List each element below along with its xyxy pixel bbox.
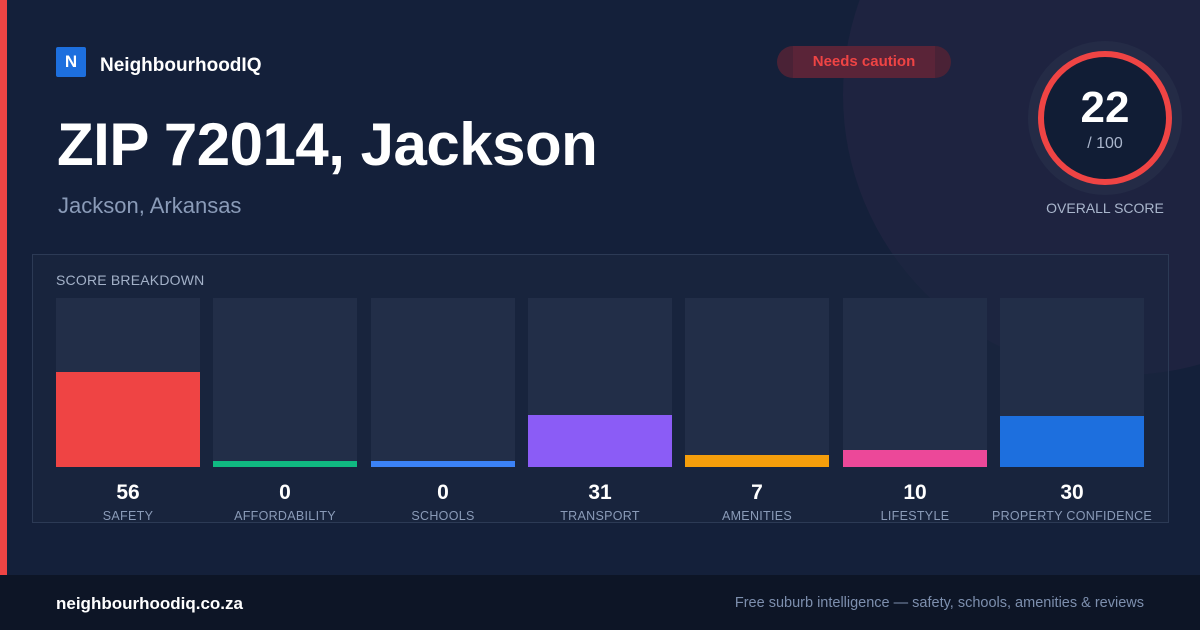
bar-value: 0 [279, 481, 291, 504]
bar-label: LIFESTYLE [880, 509, 950, 523]
bar-value: 7 [751, 481, 763, 504]
footer: neighbourhoodiq.co.za Free suburb intell… [0, 575, 1200, 630]
hero-card: N NeighbourhoodIQ Needs caution ZIP 7201… [0, 0, 1182, 575]
score-bar-affordability: 0 AFFORDABILITY [213, 298, 357, 523]
bar-fill [528, 415, 672, 467]
bar-track [213, 298, 357, 467]
bar-value: 56 [116, 481, 140, 504]
score-bar-amenities: 7 AMENITIES [685, 298, 829, 523]
bar-label: TRANSPORT [560, 509, 640, 523]
page-subtitle: Jackson, Arkansas [58, 193, 242, 218]
score-breakdown-title: SCORE BREAKDOWN [56, 272, 205, 288]
score-bar-transport: 31 TRANSPORT [528, 298, 672, 523]
bar-label: AMENITIES [721, 509, 793, 523]
bar-value: 31 [588, 481, 612, 504]
brand-name: NeighbourhoodIQ [100, 55, 262, 76]
bar-fill [213, 461, 357, 467]
bar-fill [56, 372, 200, 467]
overall-score-caption: OVERALL SCORE [1046, 200, 1164, 216]
overall-score-value: 22 [1080, 83, 1130, 132]
brand[interactable]: N NeighbourhoodIQ [56, 46, 261, 78]
footer-domain-link[interactable]: neighbourhoodiq.co.za [56, 594, 243, 613]
overall-score-max: / 100 [1087, 135, 1123, 152]
bar-track [371, 298, 515, 467]
bar-fill [371, 461, 515, 467]
score-bar-lifestyle: 10 LIFESTYLE [843, 298, 987, 523]
brand-logo-icon: N [56, 47, 86, 77]
footer-tagline: Free suburb intelligence — safety, schoo… [734, 595, 1144, 611]
bar-fill [685, 455, 829, 467]
score-ring-inner: 22 / 100 [1038, 51, 1172, 185]
score-bar-safety: 56 SAFETY [56, 298, 200, 523]
status-badge-label: Needs caution [812, 53, 916, 70]
score-breakdown-panel: SCORE BREAKDOWN 56 SAFETY 0 AFFORDABILITY 0 S… [32, 254, 1169, 523]
score-bar-schools: 0 SCHOOLS [371, 298, 515, 523]
bar-track [843, 298, 987, 467]
bar-track [528, 298, 672, 467]
page-title: ZIP 72014, Jackson [57, 111, 598, 178]
accent-stripe [0, 0, 7, 575]
status-badge: Needs caution [777, 46, 951, 78]
bar-fill [843, 450, 987, 467]
bar-fill [1000, 416, 1144, 467]
bar-label: SCHOOLS [411, 509, 475, 523]
bar-value: 30 [1060, 481, 1084, 504]
overall-score-ring: 22 / 100 [1028, 41, 1182, 195]
bar-track [1000, 298, 1144, 467]
bar-track [56, 298, 200, 467]
bar-label: PROPERTY CONFIDENCE [991, 509, 1153, 523]
score-bar-property-confidence: 30 PROPERTY CONFIDENCE [992, 298, 1152, 523]
bar-value: 10 [903, 481, 927, 504]
bar-track [685, 298, 829, 467]
bar-label: AFFORDABILITY [234, 509, 336, 523]
bar-value: 0 [437, 481, 449, 504]
bar-label: SAFETY [102, 509, 154, 523]
